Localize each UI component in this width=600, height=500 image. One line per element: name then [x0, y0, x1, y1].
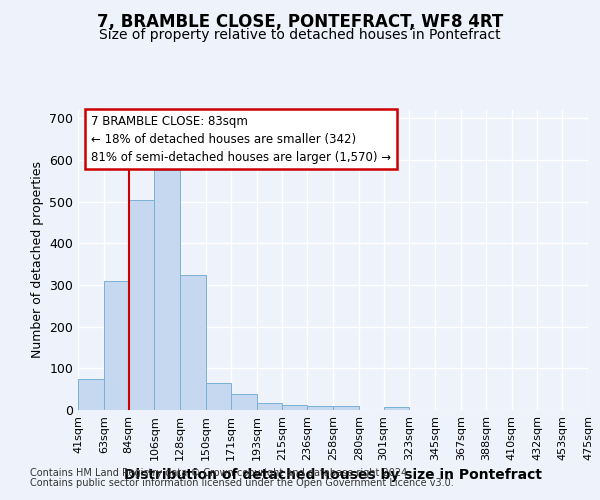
Bar: [283, 404, 307, 410]
Bar: [383, 406, 409, 410]
Y-axis label: Number of detached properties: Number of detached properties: [31, 162, 44, 358]
Bar: [180, 274, 206, 410]
Text: 7, BRAMBLE CLOSE, PONTEFRACT, WF8 4RT: 7, BRAMBLE CLOSE, PONTEFRACT, WF8 4RT: [97, 12, 503, 30]
Bar: [307, 406, 333, 410]
Text: Contains HM Land Registry data © Crown copyright and database right 2024.: Contains HM Land Registry data © Crown c…: [30, 468, 410, 477]
Text: Contains public sector information licensed under the Open Government Licence v3: Contains public sector information licen…: [30, 478, 454, 488]
Bar: [333, 406, 359, 410]
Bar: [154, 170, 180, 410]
Bar: [104, 281, 128, 410]
Bar: [78, 379, 104, 410]
Text: 7 BRAMBLE CLOSE: 83sqm
← 18% of detached houses are smaller (342)
81% of semi-de: 7 BRAMBLE CLOSE: 83sqm ← 18% of detached…: [91, 114, 391, 164]
Bar: [231, 394, 257, 410]
Text: Size of property relative to detached houses in Pontefract: Size of property relative to detached ho…: [99, 28, 501, 42]
Bar: [257, 402, 283, 410]
Bar: [128, 200, 154, 410]
X-axis label: Distribution of detached houses by size in Pontefract: Distribution of detached houses by size …: [124, 468, 542, 482]
Bar: [206, 383, 231, 410]
